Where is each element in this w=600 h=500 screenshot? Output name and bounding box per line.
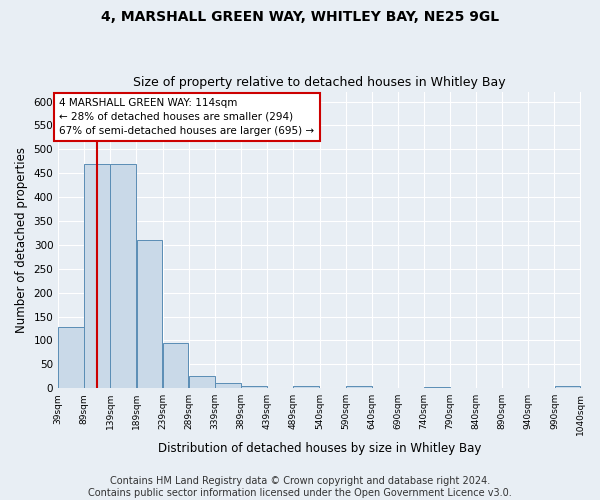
X-axis label: Distribution of detached houses by size in Whitley Bay: Distribution of detached houses by size … [158,442,481,455]
Bar [215,384,241,388]
Bar [85,164,110,388]
Text: 4, MARSHALL GREEN WAY, WHITLEY BAY, NE25 9GL: 4, MARSHALL GREEN WAY, WHITLEY BAY, NE25… [101,10,499,24]
Bar [241,386,267,388]
Text: 4 MARSHALL GREEN WAY: 114sqm
← 28% of detached houses are smaller (294)
67% of s: 4 MARSHALL GREEN WAY: 114sqm ← 28% of de… [59,98,314,136]
Bar [163,343,188,388]
Bar [58,327,84,388]
Bar [137,240,163,388]
Y-axis label: Number of detached properties: Number of detached properties [15,147,28,333]
Bar [424,387,450,388]
Title: Size of property relative to detached houses in Whitley Bay: Size of property relative to detached ho… [133,76,506,90]
Bar [189,376,215,388]
Bar [293,386,319,388]
Text: Contains HM Land Registry data © Crown copyright and database right 2024.
Contai: Contains HM Land Registry data © Crown c… [88,476,512,498]
Bar [110,164,136,388]
Bar [346,386,371,388]
Bar [554,386,580,388]
